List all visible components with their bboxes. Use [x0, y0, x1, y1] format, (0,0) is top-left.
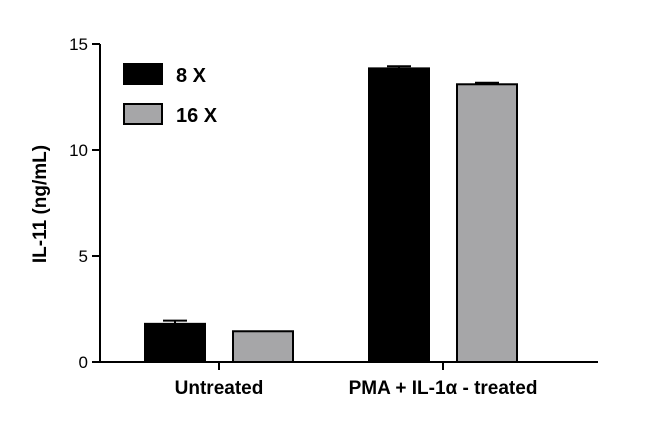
- y-tick-label: 15: [69, 35, 88, 54]
- bars: [144, 65, 518, 364]
- y-tick-label: 0: [79, 353, 88, 372]
- legend: 8 X 16 X: [123, 63, 218, 127]
- y-tick-label: 10: [69, 141, 88, 160]
- legend-label: 8 X: [176, 65, 207, 87]
- bar: [232, 330, 294, 364]
- y-axis-title: IL-11 (ng/mL): [30, 145, 51, 263]
- bar: [144, 322, 206, 363]
- bar: [368, 67, 430, 363]
- legend-swatch: [123, 103, 163, 125]
- legend-swatch: [123, 63, 163, 85]
- x-category-label: Untreated: [175, 378, 264, 399]
- x-category-label: PMA + IL-1α - treated: [349, 378, 538, 399]
- legend-label: 16 X: [176, 105, 218, 127]
- y-tick-label: 5: [79, 247, 88, 266]
- bar: [456, 83, 518, 363]
